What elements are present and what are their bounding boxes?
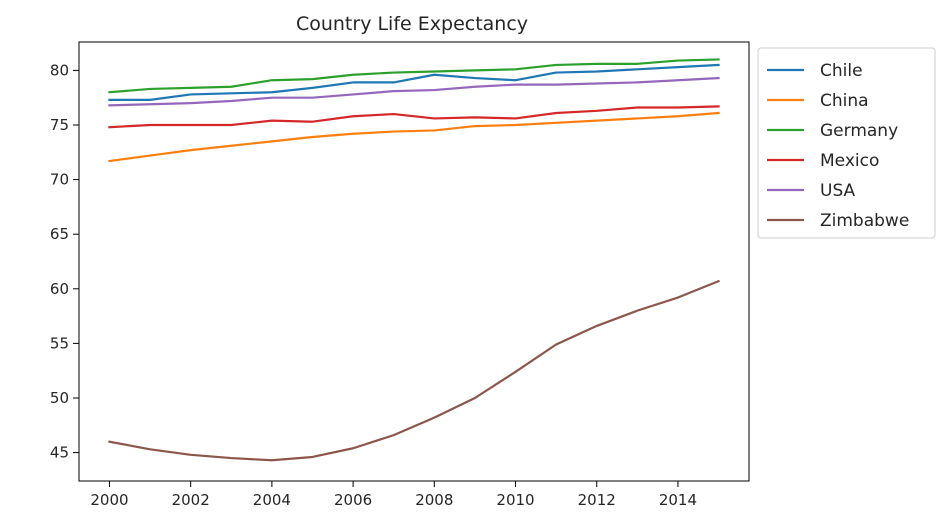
- y-tick-label: 50: [50, 389, 69, 407]
- legend-label-zimbabwe: Zimbabwe: [820, 211, 909, 231]
- x-tick-label: 2012: [578, 491, 616, 509]
- y-axis: 45 50 55 60 65 70 75 80: [50, 61, 79, 462]
- legend-label-germany: Germany: [820, 121, 898, 141]
- x-tick-label: 2006: [334, 491, 372, 509]
- legend-label-chile: Chile: [820, 61, 863, 81]
- series-line-germany: [108, 58, 720, 94]
- plot-frame: [78, 41, 750, 482]
- series-line-mexico: [108, 105, 720, 129]
- series-line-chile: [108, 63, 720, 101]
- plot-area: [78, 41, 750, 482]
- y-tick-label: 45: [50, 444, 69, 462]
- legend-label-usa: USA: [820, 181, 856, 201]
- y-tick-label: 60: [50, 280, 69, 298]
- legend: Chile China Germany Mexico USA Zimbabwe: [757, 47, 936, 239]
- x-axis: 2000 2002 2004 2006 2008 2010 2012 2014: [90, 481, 697, 509]
- x-tick-label: 2008: [415, 491, 453, 509]
- x-tick-label: 2000: [90, 491, 128, 509]
- x-tick-label: 2010: [496, 491, 534, 509]
- series-line-usa: [108, 76, 720, 107]
- y-tick-label: 55: [50, 334, 69, 352]
- chart-title: Country Life Expectancy: [296, 13, 528, 35]
- legend-label-mexico: Mexico: [820, 151, 879, 171]
- x-tick-label: 2014: [659, 491, 697, 509]
- y-tick-label: 75: [50, 116, 69, 134]
- legend-label-china: China: [820, 91, 869, 111]
- series-line-zimbabwe: [108, 279, 720, 462]
- y-tick-label: 80: [50, 61, 69, 79]
- series-line-china: [108, 111, 720, 163]
- y-tick-label: 70: [50, 171, 69, 189]
- x-tick-label: 2004: [253, 491, 291, 509]
- y-tick-label: 65: [50, 225, 69, 243]
- x-tick-label: 2002: [172, 491, 210, 509]
